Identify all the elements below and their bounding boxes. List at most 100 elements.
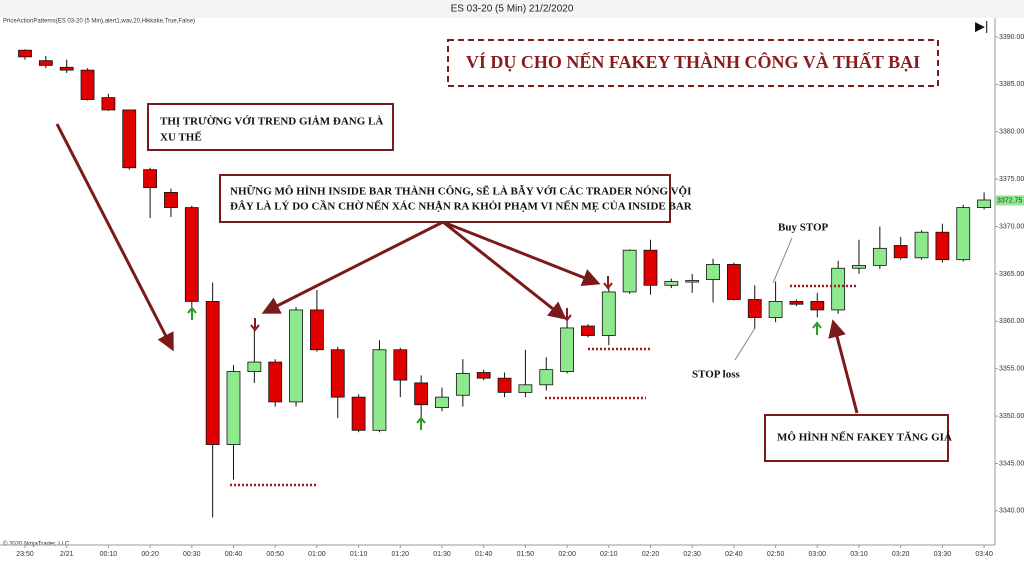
down-signal (250, 318, 260, 332)
candle-body (268, 361, 283, 403)
arrow (442, 220, 567, 320)
candle-body (747, 299, 762, 318)
x-tick-label: 02:30 (683, 551, 701, 558)
candle-body (289, 309, 303, 403)
candle-body (893, 245, 908, 259)
x-tick-label: 23:50 (16, 551, 34, 558)
plot: 3340.00 3345.00 3350.00 3355.00 3360.00 3365.… (16, 34, 1024, 558)
x-tick-label: 03:00 (809, 551, 827, 558)
arrow (55, 123, 174, 352)
candle-body (789, 301, 804, 305)
up-signal (416, 416, 426, 430)
annotations: VÍ DỤ CHO NẾN FAKEY THÀNH CÔNG VÀ THẤT B… (55, 39, 952, 487)
y-tick-label: 3390.00 (999, 34, 1024, 41)
candle-body (164, 192, 178, 208)
candle-body (768, 301, 783, 318)
header-bar (0, 0, 1024, 18)
candle-body (38, 60, 53, 66)
arrow (442, 220, 601, 286)
last-price-marker (995, 195, 1024, 206)
annotation-text: Buy STOP (778, 222, 829, 234)
candle-body (435, 396, 449, 408)
x-tick-label: 02:10 (600, 551, 618, 558)
candle-body (581, 325, 595, 336)
candle-body (205, 301, 220, 445)
candle-body (372, 349, 387, 431)
candle-body (80, 69, 95, 100)
annotation-text: THỊ TRƯỜNG VỚI TREND GIẢM ĐANG LÀ (160, 116, 383, 128)
candle-body (330, 349, 345, 398)
candle-body (935, 231, 950, 261)
candle-body (393, 349, 408, 381)
candle-body (706, 264, 720, 281)
arrow (828, 319, 859, 414)
candle-body (664, 281, 679, 286)
candle-body (852, 264, 866, 269)
x-tick-label: 01:20 (392, 551, 410, 558)
candle-body (727, 264, 741, 300)
y-tick-label: 3385.00 (999, 81, 1024, 88)
x-tick-label: 01:00 (308, 551, 326, 558)
y-tick-label: 3340.00 (999, 508, 1024, 515)
candle-body (914, 231, 929, 259)
copyright: © 2020 NinjaTrader, LLC (3, 541, 70, 548)
x-tick-label: 00:20 (141, 551, 159, 558)
x-tick-label: 00:30 (183, 551, 201, 558)
annotation-box (764, 414, 949, 462)
annotation-box (219, 174, 671, 223)
y-tick-label: 3350.00 (999, 413, 1024, 420)
candle-body (956, 207, 971, 261)
y-tick-label: 3370.00 (999, 223, 1024, 230)
candle-body (810, 301, 825, 311)
candle-body (497, 377, 512, 393)
x-tick-label: 02:20 (642, 551, 660, 558)
pointer-line (734, 327, 756, 361)
candle-body (643, 249, 658, 286)
annotation-text: STOP loss (692, 369, 741, 381)
candle-body (622, 249, 637, 293)
x-tick-label: 00:40 (225, 551, 243, 558)
candle-body (831, 267, 846, 311)
y-tick-label: 3360.00 (999, 318, 1024, 325)
indicator-label: PriceActionPatterns(ES 03-20 (5 Min),ale… (3, 19, 195, 25)
annotation-box (147, 103, 394, 151)
y-tick-label: 3355.00 (999, 366, 1024, 373)
x-tick-label: 2/21 (60, 551, 74, 558)
chart-title: ES 03-20 (5 Min) 21/2/2020 (451, 4, 574, 15)
candle-body (455, 373, 470, 396)
pointer-line (772, 237, 793, 284)
x-tick-label: 03:20 (892, 551, 910, 558)
annotation-text: NHỮNG MÔ HÌNH INSIDE BAR THÀNH CÔNG, SẼ … (230, 185, 691, 198)
y-tick-label: 3365.00 (999, 271, 1024, 278)
candle-body (59, 66, 74, 71)
x-tick-label: 01:30 (433, 551, 451, 558)
x-tick-label: 01:10 (350, 551, 368, 558)
candle-body (143, 169, 158, 189)
x-tick-label: 01:50 (517, 551, 535, 558)
up-signal (812, 321, 822, 335)
candle-body (309, 309, 324, 351)
y-tick-label: 3375.00 (999, 176, 1024, 183)
last-price-label: 3372.75 (997, 197, 1022, 204)
y-tick-label: 3380.00 (999, 129, 1024, 136)
down-signal (562, 308, 572, 322)
arrow (261, 220, 444, 314)
play-icon[interactable]: ▶| (975, 18, 988, 33)
candle-body (560, 327, 574, 372)
candle-body (685, 280, 700, 283)
candle-body (539, 369, 554, 386)
candle-body (872, 247, 887, 266)
candle-body (122, 109, 137, 169)
candle-body (476, 372, 491, 379)
candle-body (247, 361, 262, 372)
title-box (447, 39, 939, 87)
x-tick-label: 01:40 (475, 551, 493, 558)
candle-body (101, 97, 116, 111)
y-tick-label: 3345.00 (999, 460, 1024, 467)
x-tick-label: 00:50 (266, 551, 284, 558)
annotation-title: VÍ DỤ CHO NẾN FAKEY THÀNH CÔNG VÀ THẤT B… (466, 51, 920, 72)
candle-body (351, 396, 366, 431)
candle-body (226, 371, 241, 445)
x-tick-label: 03:30 (934, 551, 952, 558)
